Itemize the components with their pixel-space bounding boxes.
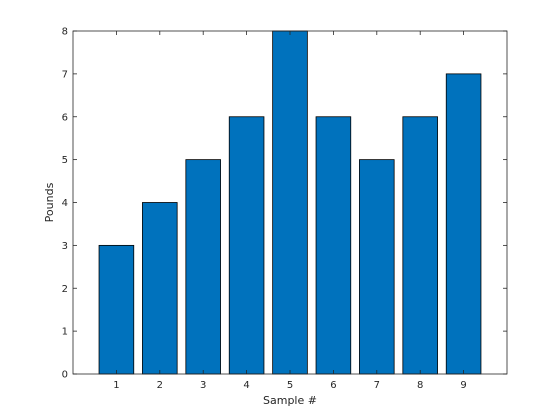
y-tick-label: 4 (62, 198, 68, 209)
y-tick-label: 0 (62, 370, 68, 381)
x-tick-label: 9 (460, 380, 466, 391)
x-axis-label: Sample # (263, 394, 317, 407)
y-tick-label: 5 (62, 155, 68, 166)
bar-7 (359, 159, 395, 375)
x-tick-label: 4 (243, 380, 249, 391)
bar-8 (402, 116, 438, 375)
bar-1 (98, 244, 135, 375)
bar-6 (315, 116, 352, 375)
bar-9 (445, 73, 482, 375)
bar-3 (185, 159, 221, 375)
x-tick-label: 3 (200, 380, 206, 391)
x-tick-label: 6 (330, 380, 336, 391)
y-tick-label: 7 (62, 69, 68, 80)
bars-group (98, 30, 482, 375)
bar-2 (142, 202, 178, 375)
y-tick-label: 3 (62, 241, 68, 252)
y-tick-label: 2 (62, 284, 68, 295)
y-tick-label: 1 (62, 327, 68, 338)
y-tick-label: 6 (62, 112, 68, 123)
x-tick-label: 8 (417, 380, 423, 391)
x-tick-label: 5 (287, 380, 293, 391)
y-tick-label: 8 (62, 27, 68, 38)
bar-4 (228, 116, 265, 375)
x-tick-label: 1 (113, 380, 119, 391)
ticks-group: 1 2 3 4 5 6 7 8 9 0 1 2 3 4 5 6 7 8 (62, 27, 507, 391)
y-axis-label: Pounds (43, 182, 56, 222)
x-tick-label: 2 (157, 380, 163, 391)
bar-5 (272, 30, 308, 375)
x-tick-label: 7 (374, 380, 380, 391)
